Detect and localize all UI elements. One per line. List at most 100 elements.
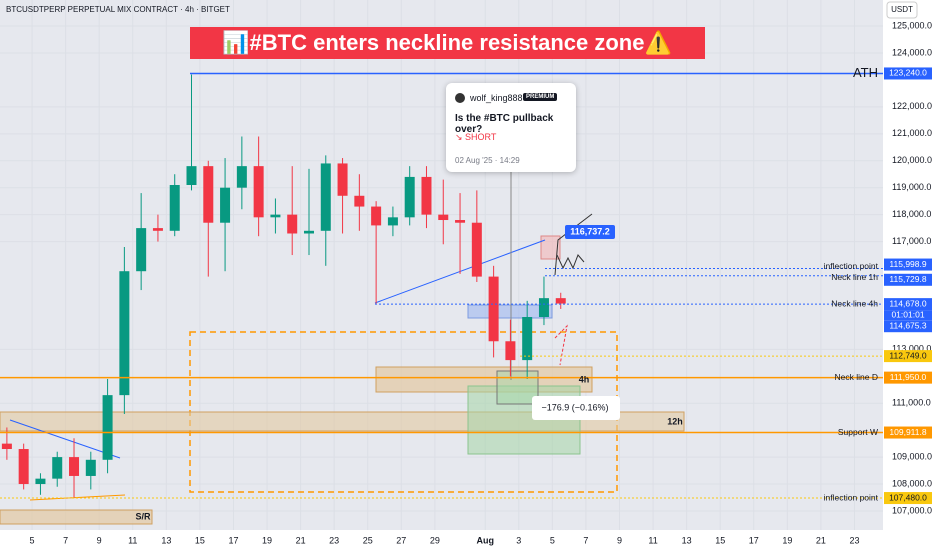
x-tick-label: Aug xyxy=(476,535,494,545)
zone xyxy=(540,235,561,260)
price-badge xyxy=(884,298,932,311)
candle-body xyxy=(303,230,314,234)
candle-body xyxy=(69,457,80,476)
candle-body xyxy=(320,163,331,231)
candle-body xyxy=(203,166,214,223)
question: Is the #BTC pullback over? xyxy=(455,113,554,135)
candle-body xyxy=(102,395,113,460)
x-tick-label: 11 xyxy=(648,535,657,545)
countdown-badge xyxy=(884,310,932,321)
candle-body xyxy=(371,206,382,226)
trend-line xyxy=(29,494,126,501)
y-tick-label: 122,000.0 xyxy=(892,101,932,111)
x-tick-label: 5 xyxy=(30,535,35,545)
candle-body xyxy=(522,317,533,361)
price-badge-label: 111,950.0 xyxy=(890,372,927,382)
measure-label: −176.9 (−0.16%) xyxy=(541,402,608,412)
y-tick-label: 119,000.0 xyxy=(892,182,931,192)
candle-body xyxy=(236,166,247,188)
price-badge xyxy=(884,67,932,80)
candle-body xyxy=(136,228,147,272)
x-tick-label: 15 xyxy=(195,535,205,545)
candle-body xyxy=(186,166,197,186)
x-tick-label: 7 xyxy=(583,535,588,545)
candle-body xyxy=(455,220,466,223)
x-tick-label: 5 xyxy=(550,535,555,545)
x-tick-label: 23 xyxy=(329,535,339,545)
date: 02 Aug '25 · 14:29 xyxy=(455,156,520,165)
candle-body xyxy=(387,217,398,226)
candle-body xyxy=(270,214,281,218)
candle-body xyxy=(438,214,449,221)
last-price-label: 114,675.3 xyxy=(889,320,926,330)
x-tick-label: 7 xyxy=(63,535,68,545)
y-tick-label: 111,000.0 xyxy=(892,398,931,408)
direction: ↘ SHORT xyxy=(455,132,497,142)
level-label: inflection point xyxy=(824,261,879,271)
price-badge xyxy=(884,492,932,505)
y-tick-label: 107,000.0 xyxy=(892,505,932,515)
level-label: Support W xyxy=(838,427,878,437)
price-badge xyxy=(884,258,932,271)
target-label: 116,737.2 xyxy=(570,226,610,236)
x-tick-label: 21 xyxy=(296,535,306,545)
candle-body xyxy=(421,176,432,215)
chart-title: 📊#BTC enters neckline resistance zone⚠️ xyxy=(222,30,672,55)
x-tick-label: 15 xyxy=(715,535,725,545)
x-tick-label: 29 xyxy=(430,535,440,545)
title-banner xyxy=(190,27,705,59)
y-tick-label: 109,000.0 xyxy=(892,451,932,461)
candle-body xyxy=(35,478,46,485)
zone-label: S/R xyxy=(135,511,151,521)
candle-body xyxy=(471,222,482,277)
candle-body xyxy=(337,163,348,196)
target-badge xyxy=(565,225,615,239)
x-tick-label: 13 xyxy=(161,535,171,545)
badge: PREMIUM xyxy=(523,93,558,101)
price-badge xyxy=(884,273,932,286)
candle-body xyxy=(220,187,231,223)
candle-body xyxy=(119,271,130,396)
arrow-path xyxy=(554,213,593,276)
candle-body xyxy=(555,298,566,304)
symbol-header: BTCUSDTPERP PERPETUAL MIX CONTRACT · 4h … xyxy=(6,5,230,14)
y-tick-label: 124,000.0 xyxy=(892,47,932,57)
y-tick-label: 113,000.0 xyxy=(892,344,931,354)
candle-body xyxy=(152,228,163,231)
avatar xyxy=(455,93,465,103)
level-label: inflection point xyxy=(824,492,879,502)
countdown: 01:01:01 xyxy=(891,309,924,319)
candle-body xyxy=(1,443,12,450)
direction-text: SHORT xyxy=(465,132,497,142)
candle-body xyxy=(287,214,298,234)
measure-box xyxy=(532,396,620,420)
candle-body xyxy=(505,341,516,361)
candle-body xyxy=(538,298,549,318)
last-price-badge xyxy=(884,320,932,333)
price-badge xyxy=(884,350,932,363)
trend-line xyxy=(9,419,121,459)
x-tick-label: 25 xyxy=(363,535,373,545)
price-badge xyxy=(884,371,932,384)
author: wolf_king888 xyxy=(470,93,523,103)
x-tick-label: 11 xyxy=(128,535,137,545)
candle-body xyxy=(253,166,264,218)
level-label: Neck line 4h xyxy=(831,298,878,308)
y-tick-label: 108,000.0 xyxy=(892,478,932,488)
y-tick-label: 125,000.0 xyxy=(892,20,932,30)
x-tick-label: 21 xyxy=(816,535,826,545)
x-tick-label: 17 xyxy=(228,535,238,545)
price-badge-label: 115,729.8 xyxy=(889,274,926,284)
price-badge-label: 107,480.0 xyxy=(889,492,927,502)
x-tick-label: 9 xyxy=(97,535,102,545)
zone xyxy=(0,509,153,525)
y-tick-label: 121,000.0 xyxy=(892,128,932,138)
y-tick-label: 120,000.0 xyxy=(892,155,932,165)
price-badge-label: 115,998.9 xyxy=(889,259,926,269)
x-tick-label: 13 xyxy=(682,535,692,545)
time-axis xyxy=(0,530,883,550)
idea-card[interactable]: wolf_king888 PREMIUM Is the #BTC pullbac… xyxy=(446,83,576,172)
candle-body xyxy=(169,185,180,231)
candle-body xyxy=(488,276,499,342)
